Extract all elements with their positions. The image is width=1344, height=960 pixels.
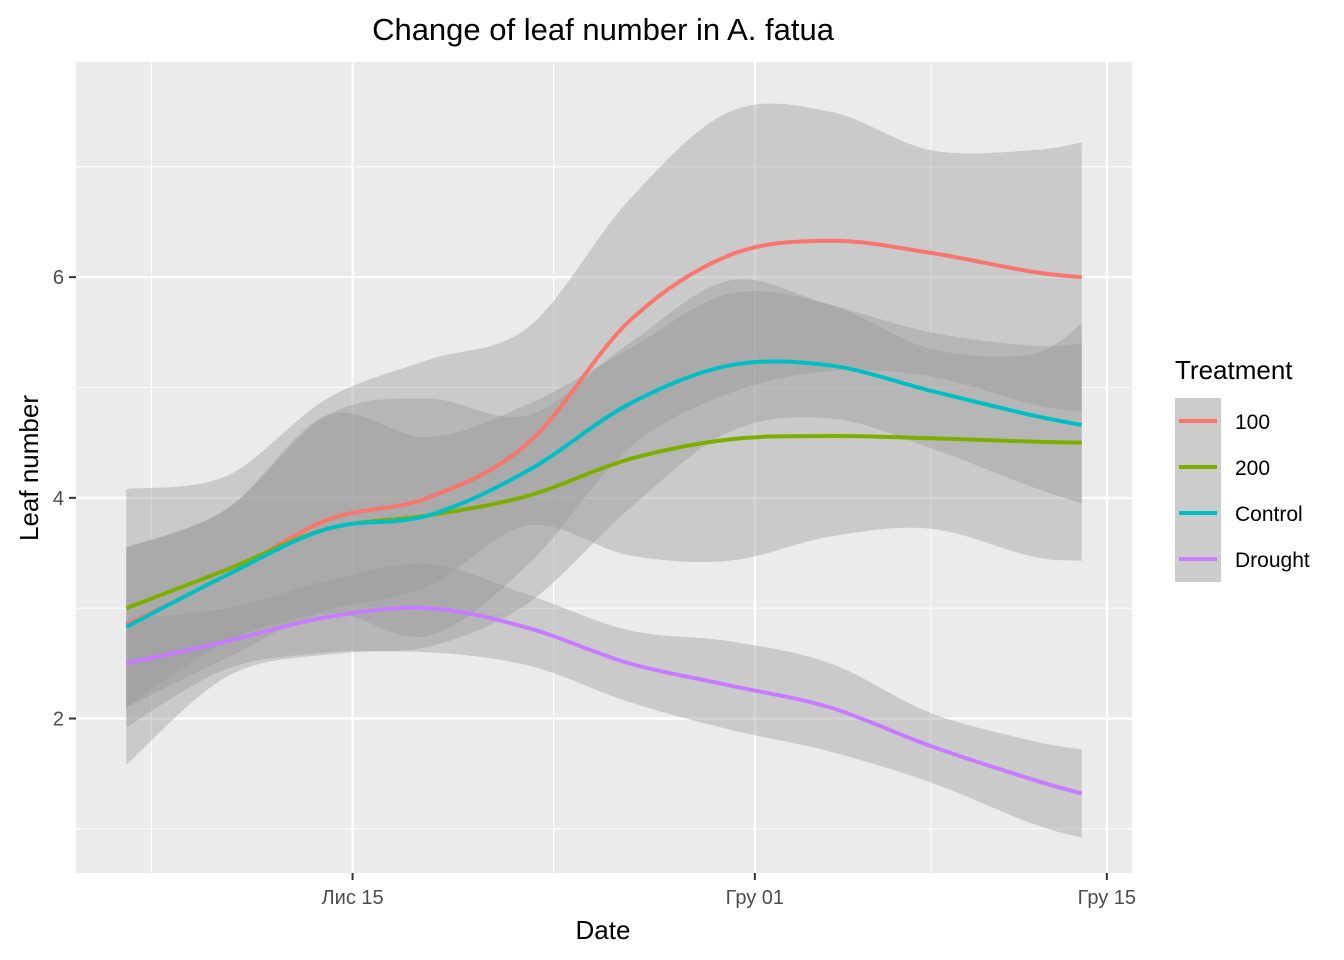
line-drought [125,605,1083,796]
y-tick-label: 2 [53,709,64,731]
x-tick-label: Гру 15 [1078,887,1136,909]
chart-title: Change of leaf number in A. fatua [372,12,835,47]
grid-minor [76,62,1132,873]
line-100 [125,238,1082,627]
ribbon-100 [126,103,1082,708]
ribbon-200 [126,291,1082,708]
y-tick-label: 4 [53,488,64,510]
ribbon-drought [126,563,1082,838]
x-tick-label: Лис 15 [322,887,384,909]
x-axis: Лис 15 Гру 01 Гру 15 [322,873,1136,909]
x-tick-label: Гру 01 [726,887,784,909]
legend-keys: 100 200 Control Drought [1175,398,1310,582]
confidence-ribbons [126,103,1082,838]
y-tick-label: 6 [53,267,64,289]
y-axis: 2 4 6 [53,267,76,731]
y-axis-title: Leaf number [14,395,44,541]
legend-label-control: Control [1235,503,1303,526]
legend-label-100: 100 [1235,411,1270,434]
legend: Treatment 100 200 Control Drought [1175,355,1310,582]
legend-label-drought: Drought [1235,549,1310,572]
line-control [125,359,1083,629]
x-axis-title: Date [576,915,631,945]
legend-title: Treatment [1175,355,1293,385]
grid-major [76,62,1132,873]
series-lines [125,238,1083,796]
ribbon-control [126,279,1082,728]
legend-label-200: 200 [1235,457,1270,480]
